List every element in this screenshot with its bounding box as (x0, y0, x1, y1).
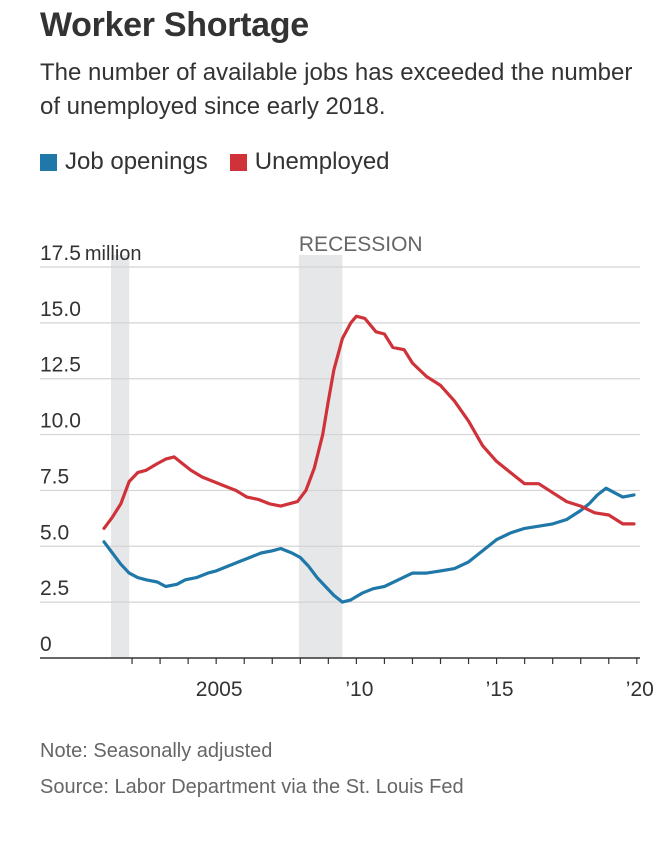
series-line-unemployed (102, 314, 636, 530)
line-chart: RECESSION 0 2.5 5.0 7.5 10.0 12.5 15.0 17.5 mill… (40, 233, 654, 700)
y-tick-label-7: 17.5 million (40, 242, 142, 265)
legend-item-unemployed: Unemployed (229, 148, 390, 176)
x-tick-label-1: ’10 (345, 678, 373, 700)
chart-note: Note: Seasonally adjusted (40, 740, 273, 762)
recession-bands: RECESSION (111, 233, 423, 658)
series-lines (102, 314, 636, 604)
y-tick-label-5: 12.5 (40, 354, 81, 377)
legend-label-unemployed: Unemployed (254, 148, 390, 175)
series-line-job-openings (102, 486, 636, 604)
gridlines: 0 2.5 5.0 7.5 10.0 12.5 15.0 17.5 million (40, 242, 640, 656)
y-tick-label-6: 15.0 (40, 298, 81, 321)
chart-source: Source: Labor Department via the St. Lou… (40, 776, 464, 798)
y-tick-label-1: 2.5 (40, 577, 69, 600)
chart-title: Worker Shortage (40, 6, 309, 44)
axes: 2005 ’10 ’15 ’20 (40, 657, 654, 700)
recession-band-1 (298, 255, 343, 658)
x-tick-label-3: ’20 (626, 678, 654, 700)
recession-band-0 (111, 255, 130, 658)
legend: Job openings Unemployed (40, 148, 412, 176)
legend-swatch-job-openings (40, 153, 57, 171)
legend-label-job-openings: Job openings (65, 148, 208, 175)
y-tick-label-0: 0 (40, 633, 52, 656)
y-axis-unit-label: million (85, 243, 142, 265)
y-tick-label-4: 10.0 (40, 410, 81, 433)
x-tick-label-2: ’15 (486, 678, 514, 700)
legend-item-job-openings: Job openings (40, 148, 208, 176)
x-tick-label-0: 2005 (196, 678, 243, 700)
legend-swatch-unemployed (229, 153, 247, 171)
y-tick-label-2: 5.0 (40, 521, 69, 544)
y-tick-label-3: 7.5 (40, 465, 69, 488)
recession-label: RECESSION (299, 233, 423, 256)
chart-subtitle: The number of available jobs has exceede… (40, 59, 633, 120)
